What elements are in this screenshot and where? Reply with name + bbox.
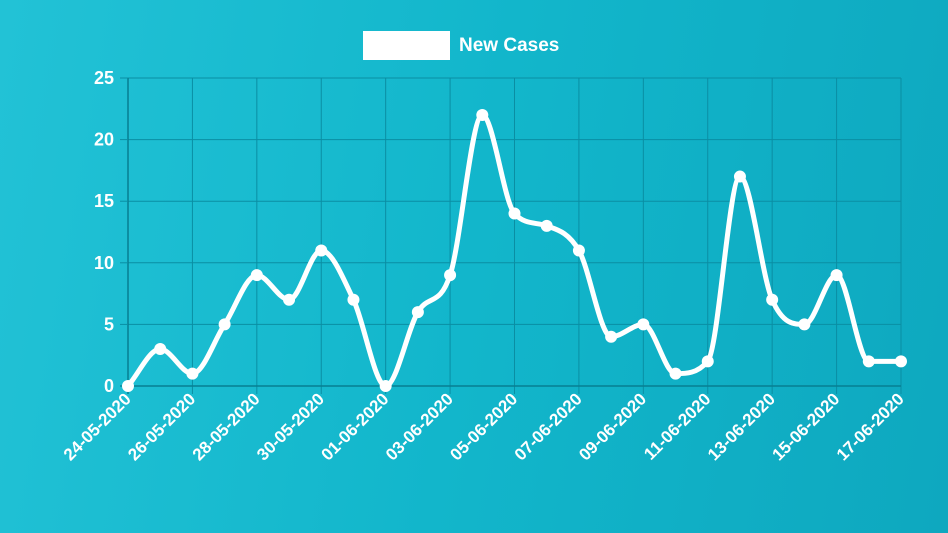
data-point-11-06-2020[interactable] <box>701 355 714 368</box>
data-point-10-06-2020[interactable] <box>669 367 682 380</box>
y-tick-label-5: 5 <box>104 314 114 334</box>
x-tick-label-13-06-2020: 13-06-2020 <box>704 389 779 464</box>
data-point-13-06-2020[interactable] <box>766 293 779 306</box>
data-point-04-06-2020[interactable] <box>476 108 489 121</box>
data-point-02-06-2020[interactable] <box>411 306 424 319</box>
data-point-30-05-2020[interactable] <box>315 244 328 257</box>
x-tick-label-07-06-2020: 07-06-2020 <box>511 389 586 464</box>
y-tick-label-20: 20 <box>94 130 114 150</box>
data-point-03-06-2020[interactable] <box>444 269 457 282</box>
y-tick-label-25: 25 <box>94 68 114 88</box>
x-tick-label-26-05-2020: 26-05-2020 <box>124 389 199 464</box>
grid-lines <box>120 77 902 394</box>
data-point-15-06-2020[interactable] <box>830 269 843 282</box>
x-tick-label-11-06-2020: 11-06-2020 <box>640 389 714 463</box>
y-tick-label-15: 15 <box>94 191 114 211</box>
data-point-05-06-2020[interactable] <box>508 207 521 220</box>
data-point-28-05-2020[interactable] <box>250 269 263 282</box>
data-point-31-05-2020[interactable] <box>347 293 360 306</box>
y-axis-ticks: 0 5 10 15 20 25 <box>94 68 114 396</box>
data-point-27-05-2020[interactable] <box>218 318 231 331</box>
data-point-17-06-2020[interactable] <box>895 355 907 368</box>
x-tick-label-15-06-2020: 15-06-2020 <box>768 389 843 464</box>
x-tick-label-30-05-2020: 30-05-2020 <box>253 389 328 464</box>
x-tick-label-24-05-2020: 24-05-2020 <box>60 389 135 464</box>
series-new-cases <box>122 108 907 392</box>
data-point-09-06-2020[interactable] <box>637 318 650 331</box>
x-tick-label-17-06-2020: 17-06-2020 <box>833 389 908 464</box>
x-tick-label-05-06-2020: 05-06-2020 <box>446 389 521 464</box>
x-axis-ticks: 24-05-202026-05-202028-05-202030-05-2020… <box>60 389 908 464</box>
data-point-08-06-2020[interactable] <box>605 330 618 343</box>
legend-swatch-new-cases <box>363 31 450 60</box>
x-tick-label-03-06-2020: 03-06-2020 <box>382 389 457 464</box>
x-tick-label-09-06-2020: 09-06-2020 <box>575 389 650 464</box>
data-point-12-06-2020[interactable] <box>733 170 746 183</box>
data-point-06-06-2020[interactable] <box>540 219 553 232</box>
data-point-25-05-2020[interactable] <box>154 343 167 356</box>
legend[interactable]: New Cases <box>363 31 559 60</box>
y-tick-label-0: 0 <box>104 376 114 396</box>
data-point-07-06-2020[interactable] <box>572 244 585 257</box>
legend-label-new-cases: New Cases <box>459 35 559 56</box>
data-point-26-05-2020[interactable] <box>186 367 199 380</box>
y-tick-label-10: 10 <box>94 253 114 273</box>
x-tick-label-28-05-2020: 28-05-2020 <box>189 389 264 464</box>
data-point-01-06-2020[interactable] <box>379 380 392 392</box>
data-point-24-05-2020[interactable] <box>122 380 134 392</box>
data-point-14-06-2020[interactable] <box>798 318 811 331</box>
x-tick-label-01-06-2020: 01-06-2020 <box>318 389 393 464</box>
data-point-29-05-2020[interactable] <box>283 293 296 306</box>
data-point-16-06-2020[interactable] <box>862 355 875 368</box>
